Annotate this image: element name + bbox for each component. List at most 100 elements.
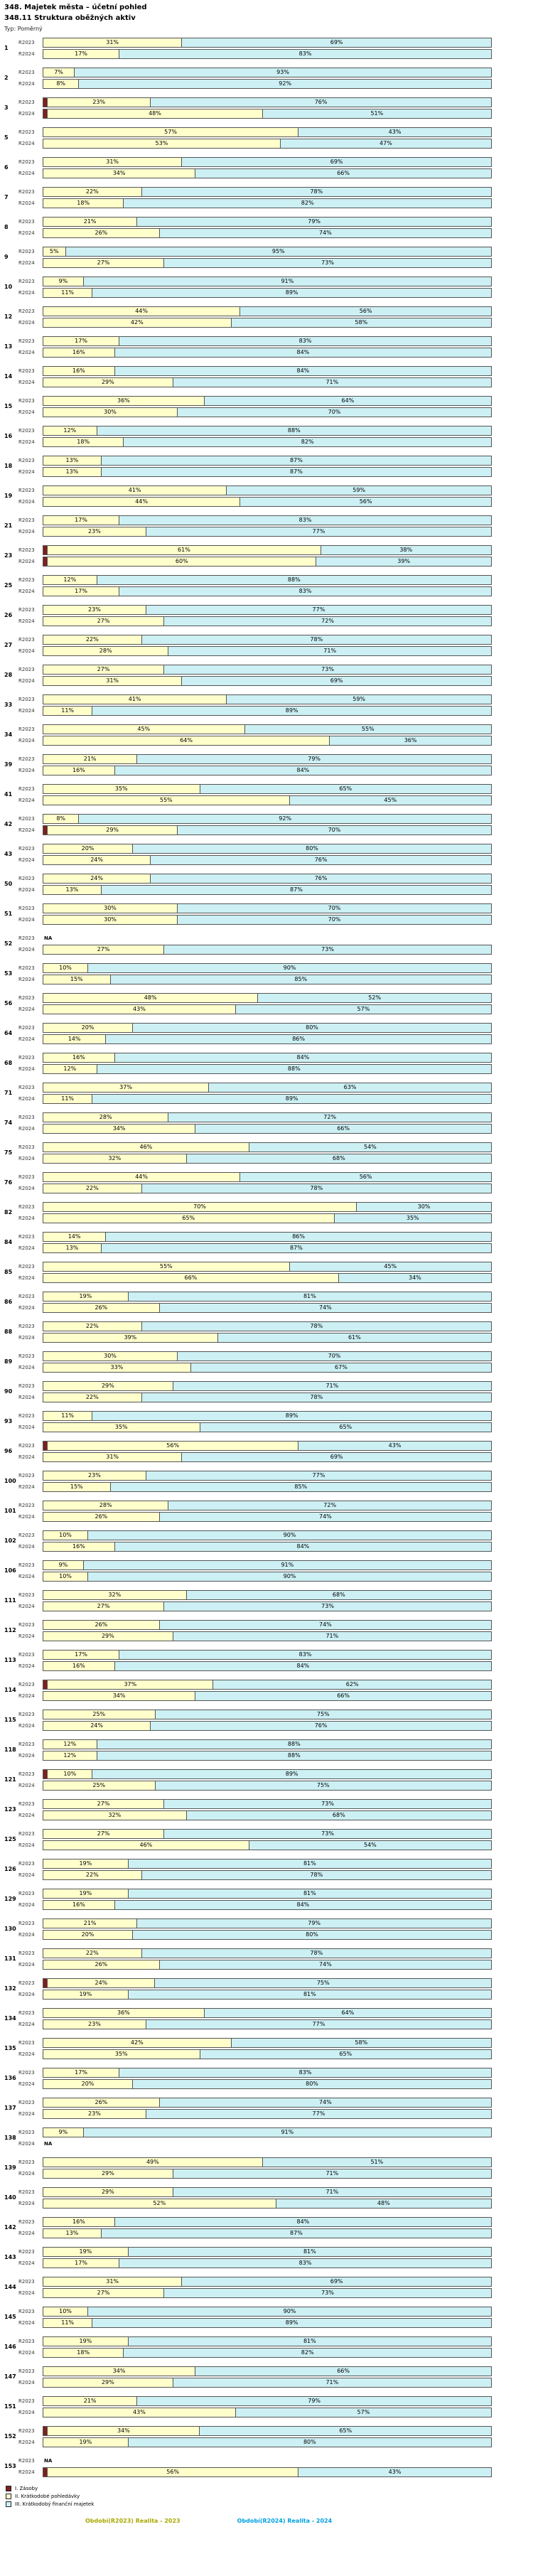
segment-value-label: 16% bbox=[72, 2218, 85, 2225]
year-label: R2024 bbox=[18, 2021, 35, 2027]
year-label: R2023 bbox=[18, 1711, 35, 1717]
year-label: R2024 bbox=[18, 1543, 35, 1550]
segment-value-label: 84% bbox=[296, 1542, 310, 1550]
bar-track: 42% 58% bbox=[43, 317, 492, 328]
year-label: R2024 bbox=[18, 886, 35, 893]
segment-finmajetek: 56% bbox=[240, 1172, 491, 1181]
segment-value-label: 84% bbox=[296, 766, 310, 773]
segment-value-label: 79% bbox=[308, 1919, 321, 1926]
segment-pohledavky: 19% bbox=[43, 2336, 129, 2346]
bar-track: 45% 55% bbox=[43, 724, 492, 734]
segment-value-label: 87% bbox=[290, 456, 303, 463]
segment-value-label: 24% bbox=[90, 874, 103, 881]
segment-value-label: 37% bbox=[124, 1680, 137, 1687]
bar-track: 29% 71% bbox=[43, 2377, 492, 2388]
year-label: R2024 bbox=[18, 1991, 35, 1997]
legend-swatch-pohledavky bbox=[6, 2494, 11, 2499]
bar-track: 22% 78% bbox=[43, 1321, 492, 1331]
segment-value-label: 11% bbox=[61, 1412, 75, 1419]
year-label: R2023 bbox=[18, 2159, 35, 2165]
row-number: 113 bbox=[4, 1657, 16, 1663]
year-label: R2024 bbox=[18, 2230, 35, 2236]
row-number: 142 bbox=[4, 2224, 16, 2231]
segment-value-label: 84% bbox=[296, 367, 310, 374]
year-label: R2023 bbox=[18, 1472, 35, 1478]
segment-value-label: 90% bbox=[283, 1531, 296, 1538]
segment-value-label: 27% bbox=[97, 1602, 110, 1609]
chart-row: 85 R2023 55% 45% R2024 66% 34% bbox=[4, 1261, 492, 1283]
segment-value-label: 71% bbox=[325, 2378, 339, 2386]
segment-value-label: 45% bbox=[384, 796, 397, 803]
segment-value-label: 19% bbox=[79, 1859, 92, 1867]
segment-value-label: 21% bbox=[83, 2397, 97, 2404]
segment-finmajetek: 73% bbox=[164, 258, 491, 267]
bar-track: 19% 81% bbox=[43, 2336, 492, 2346]
row-number: 86 bbox=[4, 1299, 13, 1305]
segment-value-label: 90% bbox=[283, 964, 296, 971]
row-number: 82 bbox=[4, 1209, 13, 1215]
segment-pohledavky: 22% bbox=[43, 1392, 142, 1402]
segment-value-label: 31% bbox=[106, 677, 119, 684]
chart-row: 137 R2023 26% 74% R2024 23% 77% bbox=[4, 2097, 492, 2119]
segment-value-label: 10% bbox=[59, 964, 72, 971]
segment-value-label: 18% bbox=[77, 2349, 90, 2356]
segment-value-label: 90% bbox=[283, 2307, 296, 2314]
segment-finmajetek: 70% bbox=[177, 825, 491, 834]
bar-track: 27% 73% bbox=[43, 257, 492, 268]
segment-finmajetek: 64% bbox=[204, 2008, 491, 2017]
segment-value-label: 86% bbox=[292, 1035, 305, 1042]
bar-track: 17% 83% bbox=[43, 2067, 492, 2078]
segment-value-label: 22% bbox=[85, 188, 99, 195]
bar-track: 22% 78% bbox=[43, 1392, 492, 1402]
segment-pohledavky: 13% bbox=[43, 1243, 102, 1252]
bar-track: 11% 89% bbox=[43, 1093, 492, 1104]
segment-value-label: 44% bbox=[135, 1173, 148, 1180]
year-label: R2023 bbox=[18, 965, 35, 971]
segment-value-label: 46% bbox=[139, 1841, 153, 1848]
segment-finmajetek: 71% bbox=[168, 646, 491, 655]
segment-value-label: 89% bbox=[285, 1412, 298, 1419]
segment-pohledavky: 27% bbox=[43, 1601, 165, 1611]
chart-row: 15 R2023 36% 64% R2024 30% 70% bbox=[4, 395, 492, 417]
year-label: R2023 bbox=[18, 2368, 35, 2374]
segment-pohledavky: 22% bbox=[43, 1321, 142, 1331]
year-label: R2023 bbox=[18, 2338, 35, 2344]
year-label: R2024 bbox=[18, 1185, 35, 1191]
segment-finmajetek: 59% bbox=[227, 485, 491, 495]
chart-row: 145 R2023 10% 90% R2024 11% 89% bbox=[4, 2306, 492, 2328]
year-label: R2024 bbox=[18, 319, 35, 326]
chart-row: 86 R2023 19% 81% R2024 26% 74% bbox=[4, 1291, 492, 1313]
bar-track: 9% 91% bbox=[43, 1560, 492, 1570]
row-number: 112 bbox=[4, 1627, 16, 1633]
segment-value-label: 72% bbox=[323, 1113, 337, 1120]
segment-pohledavky: 31% bbox=[43, 676, 183, 685]
year-label: R2023 bbox=[18, 1054, 35, 1061]
segment-pohledavky: 12% bbox=[43, 1739, 97, 1749]
segment-value-label: 84% bbox=[296, 2218, 310, 2225]
segment-value-label: 26% bbox=[95, 1960, 108, 1968]
segment-value-label: 71% bbox=[325, 2188, 339, 2195]
segment-value-label: 30% bbox=[417, 1203, 431, 1210]
bar-track: 10% 90% bbox=[43, 962, 492, 973]
segment-value-label: 11% bbox=[61, 707, 75, 714]
bar-track: 61% 38% bbox=[43, 544, 492, 555]
segment-pohledavky: 22% bbox=[43, 1870, 142, 1879]
segment-value-label: 54% bbox=[364, 1143, 377, 1150]
row-number: 138 bbox=[4, 2135, 16, 2141]
row-number: 56 bbox=[4, 1000, 13, 1007]
year-label: R2024 bbox=[18, 140, 35, 146]
row-number: 21 bbox=[4, 522, 13, 529]
segment-pohledavky: 35% bbox=[43, 1422, 200, 1432]
segment-finmajetek: 78% bbox=[141, 187, 491, 196]
segment-value-label: 17% bbox=[75, 2068, 87, 2076]
row-number: 118 bbox=[4, 1746, 16, 1753]
segment-value-label: 89% bbox=[285, 289, 298, 296]
segment-pohledavky: 27% bbox=[43, 665, 165, 674]
bar-track: 26% 74% bbox=[43, 227, 492, 238]
segment-value-label: 34% bbox=[409, 1274, 421, 1281]
segment-pohledavky: 18% bbox=[43, 198, 124, 208]
row-number: 19 bbox=[4, 493, 13, 499]
segment-value-label: 42% bbox=[130, 2039, 144, 2046]
segment-pohledavky: 27% bbox=[43, 1829, 165, 1838]
segment-pohledavky: 23% bbox=[43, 2019, 146, 2029]
